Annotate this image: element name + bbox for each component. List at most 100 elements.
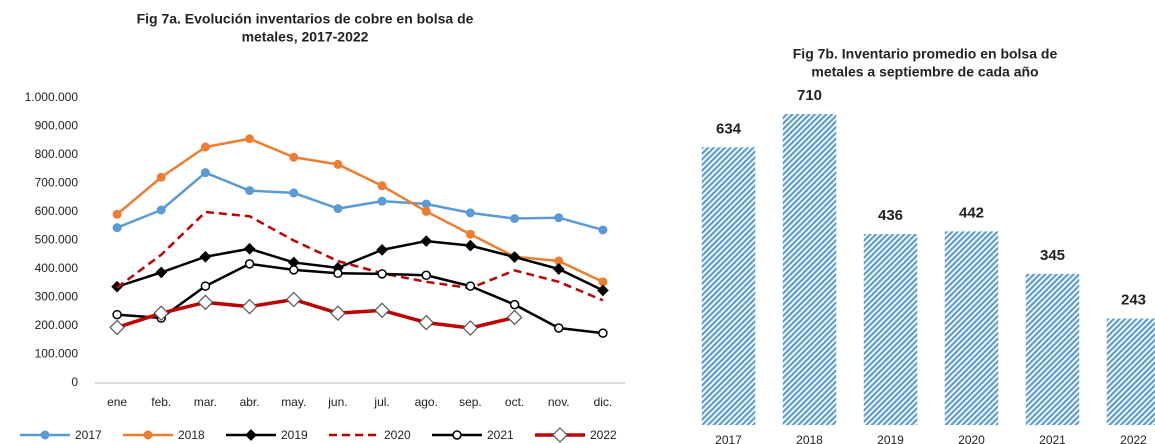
marker: [421, 270, 431, 281]
series: [112, 168, 608, 235]
x-tick-label: sep.: [459, 395, 482, 409]
marker: [418, 314, 435, 331]
x-tick-label: 2020: [958, 433, 985, 444]
y-tick-label: 500.000: [35, 233, 79, 247]
x-tick-label: oct.: [505, 395, 524, 409]
y-tick-label: 300.000: [35, 290, 79, 304]
marker: [156, 205, 166, 215]
marker: [153, 305, 170, 322]
marker: [243, 242, 256, 255]
marker: [509, 299, 520, 310]
marker: [112, 223, 122, 233]
line: [116, 137, 604, 283]
marker: [374, 302, 390, 319]
line: [116, 297, 515, 330]
series: [112, 134, 608, 287]
legend-label: 2017: [75, 428, 102, 442]
marker: [200, 281, 211, 291]
marker: [552, 263, 565, 275]
x-tick-label: abr.: [240, 395, 260, 409]
legend-label: 2022: [590, 428, 617, 442]
y-tick-label: 700.000: [35, 176, 79, 190]
marker: [245, 186, 255, 196]
series: [109, 291, 523, 336]
marker: [554, 323, 564, 333]
x-tick-label: ene: [107, 395, 127, 409]
data-label: 442: [959, 204, 984, 221]
marker: [289, 265, 299, 275]
y-tick-label: 800.000: [35, 147, 79, 161]
bar: [782, 114, 837, 425]
legend-item: 2021: [432, 428, 514, 442]
marker: [289, 152, 299, 162]
marker: [465, 229, 475, 239]
y-tick-label: 100.000: [35, 347, 79, 361]
marker: [241, 298, 258, 315]
x-tick-label: jul.: [373, 395, 389, 409]
y-tick-label: 900.000: [35, 119, 79, 133]
data-label: 243: [1121, 292, 1146, 309]
y-tick-label: 400.000: [35, 261, 79, 275]
legend-marker: [552, 427, 568, 443]
legend-marker: [452, 430, 462, 440]
y-tick-label: 1.000.000: [25, 90, 79, 104]
data-label: 634: [716, 120, 742, 137]
marker: [156, 172, 166, 182]
series: [112, 259, 608, 338]
line: [116, 262, 604, 335]
y-tick-label: 600.000: [35, 204, 79, 218]
legend-item: 2017: [20, 428, 102, 442]
x-tick-label: 2019: [877, 433, 904, 444]
legend-item: 2020: [329, 428, 411, 442]
marker: [377, 196, 387, 206]
line: [116, 171, 604, 232]
marker: [377, 181, 387, 191]
y-tick-label: 200.000: [35, 318, 79, 332]
marker: [376, 244, 388, 256]
marker: [199, 250, 212, 263]
marker: [245, 134, 255, 144]
line: [116, 210, 604, 302]
marker: [510, 214, 520, 224]
series: [116, 210, 604, 302]
chart-title: metales a septiembre de cada año: [811, 64, 1038, 80]
marker: [330, 305, 346, 322]
marker: [112, 309, 122, 320]
line: [116, 239, 604, 292]
data-label: 710: [797, 87, 822, 104]
marker: [333, 204, 343, 214]
x-tick-label: feb.: [151, 395, 171, 409]
x-tick-label: 2022: [1120, 433, 1147, 444]
marker: [377, 269, 387, 279]
data-label: 345: [1040, 247, 1065, 264]
legend-label: 2019: [281, 428, 308, 442]
marker: [200, 142, 210, 152]
marker: [244, 259, 255, 269]
marker: [597, 284, 609, 297]
marker: [465, 208, 475, 218]
legend-marker: [143, 430, 153, 440]
x-tick-label: jun.: [327, 395, 347, 409]
legend-label: 2021: [487, 428, 514, 442]
marker: [112, 209, 122, 219]
marker: [465, 281, 476, 291]
marker: [421, 199, 431, 209]
chart-title: Fig 7b. Inventario promedio en bolsa de: [793, 46, 1058, 62]
marker: [333, 268, 343, 279]
marker: [598, 328, 608, 338]
legend-item: 2019: [226, 428, 308, 442]
chart-title: Fig 7a. Evolución inventarios de cobre e…: [137, 11, 474, 27]
x-tick-label: dic.: [594, 395, 613, 409]
x-tick-label: 2018: [796, 433, 823, 444]
legend-item: 2018: [123, 428, 205, 442]
x-tick-label: ago.: [415, 395, 438, 409]
bar: [1106, 318, 1155, 425]
y-tick-label: 0: [71, 375, 78, 389]
marker: [598, 225, 608, 235]
marker: [289, 188, 299, 198]
marker: [197, 294, 214, 311]
x-tick-label: may.: [281, 395, 306, 409]
legend-label: 2020: [384, 428, 411, 442]
data-label: 436: [878, 207, 903, 224]
